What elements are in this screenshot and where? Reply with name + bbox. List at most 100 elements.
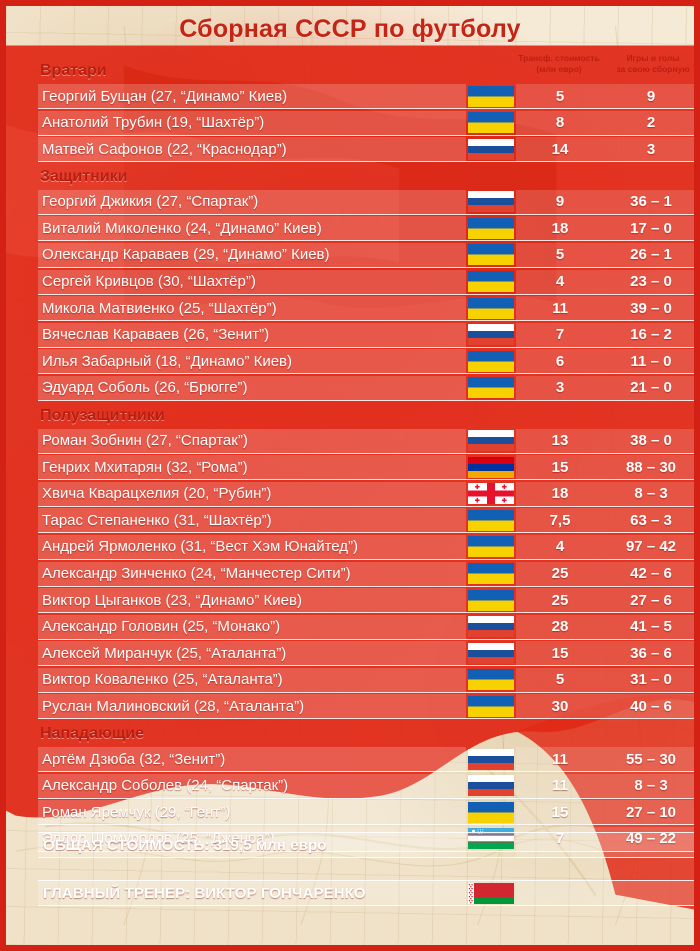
player-transfer-value: 3 (516, 375, 604, 401)
player-row: Тарас Степаненко (31, “Шахтёр”) 7,5 63 – 3 (38, 508, 694, 534)
flag-russia-icon (468, 642, 514, 664)
player-name: Вячеслав Караваев (26, “Зенит”) (38, 322, 466, 348)
flag-ukraine-icon (468, 244, 514, 266)
player-row: Вячеслав Караваев (26, “Зенит”) 7 16 – 2 (38, 322, 694, 348)
player-transfer-value: 15 (516, 641, 604, 667)
player-caps-goals: 21 – 0 (604, 375, 694, 401)
flag-ukraine-icon (468, 536, 514, 558)
player-name: Эдуард Соболь (26, “Брюгге”) (38, 375, 466, 401)
player-row: Георгий Джикия (27, “Спартак”) 9 36 – 1 (38, 189, 694, 215)
player-caps-goals: 49 – 22 (604, 826, 694, 852)
player-transfer-value: 4 (516, 269, 604, 295)
flag-russia-icon (468, 324, 514, 346)
player-name: Роман Зобнин (27, “Спартак”) (38, 428, 466, 454)
player-flag-cell (466, 694, 516, 720)
player-row: Хвича Кварацхелия (20, “Рубин”) 18 8 – 3 (38, 481, 694, 507)
player-caps-goals: 63 – 3 (604, 508, 694, 534)
total-value-bar: ОБЩАЯ СТОИМОСТЬ: 319,5 млн евро (38, 832, 694, 858)
flag-ukraine-icon (468, 217, 514, 239)
player-transfer-value: 15 (516, 800, 604, 826)
player-caps-goals: 55 – 30 (604, 747, 694, 773)
player-flag-cell (466, 349, 516, 375)
player-name: Александр Головин (25, “Монако”) (38, 614, 466, 640)
player-row: Виктор Коваленко (25, “Аталанта”) 5 31 – 0 (38, 667, 694, 693)
value-column-header-line2: (млн евро) (536, 64, 582, 74)
player-name: Артём Дзюба (32, “Зенит”) (38, 747, 466, 773)
player-transfer-value: 11 (516, 747, 604, 773)
flag-ukraine-icon (468, 563, 514, 584)
player-name: Генрих Мхитарян (32, “Рома”) (38, 455, 466, 481)
player-row: Микола Матвиенко (25, “Шахтёр”) 11 39 – 0 (38, 296, 694, 322)
player-flag-cell (466, 111, 516, 136)
player-transfer-value: 15 (516, 455, 604, 481)
player-flag-cell (466, 588, 516, 614)
player-transfer-value: 5 (516, 242, 604, 268)
player-name: Георгий Джикия (27, “Спартак”) (38, 189, 466, 215)
player-flag-cell (466, 668, 516, 693)
flag-armenia-icon (468, 456, 514, 478)
player-caps-goals: 88 – 30 (604, 455, 694, 481)
player-flag-cell (466, 641, 516, 667)
player-name: Александр Соболев (24, “Спартак”) (38, 773, 466, 799)
head-coach-bar: ГЛАВНЫЙ ТРЕНЕР: ВИКТОР ГОНЧАРЕНКО (38, 880, 694, 906)
value-column-header: Трансф. стоимость (млн евро) (512, 50, 606, 80)
player-flag-cell (466, 800, 516, 826)
player-transfer-value: 25 (516, 561, 604, 587)
player-row: Илья Забарный (18, “Динамо” Киев) 6 11 – 0 (38, 349, 694, 375)
player-transfer-value: 14 (516, 137, 604, 163)
head-coach-text: ГЛАВНЫЙ ТРЕНЕР: ВИКТОР ГОНЧАРЕНКО (38, 880, 466, 906)
player-caps-goals: 40 – 6 (604, 694, 694, 720)
player-caps-goals: 11 – 0 (604, 349, 694, 375)
player-flag-cell (466, 562, 516, 587)
player-row: Сергей Кривцов (30, “Шахтёр”) 4 23 – 0 (38, 269, 694, 295)
player-row: Руслан Малиновский (28, “Аталанта”) 30 40 … (38, 694, 694, 720)
flag-ukraine-icon (468, 85, 514, 107)
player-caps-goals: 38 – 0 (604, 428, 694, 454)
player-flag-cell (466, 455, 516, 481)
player-name: Виктор Цыганков (23, “Динамо” Киев) (38, 588, 466, 614)
page-title: Сборная СССР по футболу (179, 15, 521, 43)
player-caps-goals: 36 – 6 (604, 641, 694, 667)
flag-ukraine-icon (468, 695, 514, 717)
flag-ukraine-icon (468, 589, 514, 611)
player-flag-cell (466, 84, 516, 109)
player-caps-goals: 31 – 0 (604, 667, 694, 693)
coach-bar-filler (516, 880, 694, 906)
section-heading: Вратари (40, 62, 107, 79)
player-flag-cell (466, 508, 516, 534)
value-column-header-line1: Трансф. стоимость (518, 53, 600, 63)
player-transfer-value: 5 (516, 84, 604, 109)
player-row: Роман Зобнин (27, “Спартак”) 13 38 – 0 (38, 428, 694, 454)
player-caps-goals: 97 – 42 (604, 534, 694, 560)
player-caps-goals: 39 – 0 (604, 296, 694, 322)
player-transfer-value: 9 (516, 189, 604, 215)
player-transfer-value: 13 (516, 428, 604, 454)
player-caps-goals: 41 – 5 (604, 614, 694, 640)
player-name: Роман Яремчук (29, “Гент”) (38, 800, 466, 826)
flag-georgia-icon (468, 483, 514, 505)
player-row: Георгий Бущан (27, “Динамо” Киев) 5 9 (38, 84, 694, 109)
flag-ukraine-icon (468, 297, 514, 319)
total-flag-cell (466, 832, 516, 858)
player-transfer-value: 7 (516, 826, 604, 852)
section-heading: Полузащитники (40, 406, 165, 424)
head-coach-flag-cell (466, 880, 516, 906)
player-flag-cell (466, 376, 516, 401)
player-caps-goals: 27 – 6 (604, 588, 694, 614)
player-row: Эдуард Соболь (26, “Брюгге”) 3 21 – 0 (38, 375, 694, 401)
player-name: Виталий Миколенко (24, “Динамо” Киев) (38, 216, 466, 242)
flag-russia-icon (468, 775, 514, 797)
flag-belarus-icon (468, 882, 514, 904)
player-caps-goals: 3 (604, 137, 694, 163)
flag-russia-icon (468, 191, 514, 213)
player-flag-cell (466, 323, 516, 348)
player-flag-cell (466, 774, 516, 799)
player-flag-cell (466, 137, 516, 163)
player-flag-cell (466, 270, 516, 295)
player-caps-goals: 27 – 10 (604, 800, 694, 826)
player-name: Анатолий Трубин (19, “Шахтёр”) (38, 110, 466, 136)
caps-column-header-line1: Игры и голы (626, 53, 680, 63)
flag-ukraine-icon (468, 377, 514, 399)
player-transfer-value: 18 (516, 481, 604, 507)
roster-table: Вратари Георгий Бущан (27, “Динамо” Киев)… (38, 58, 694, 853)
